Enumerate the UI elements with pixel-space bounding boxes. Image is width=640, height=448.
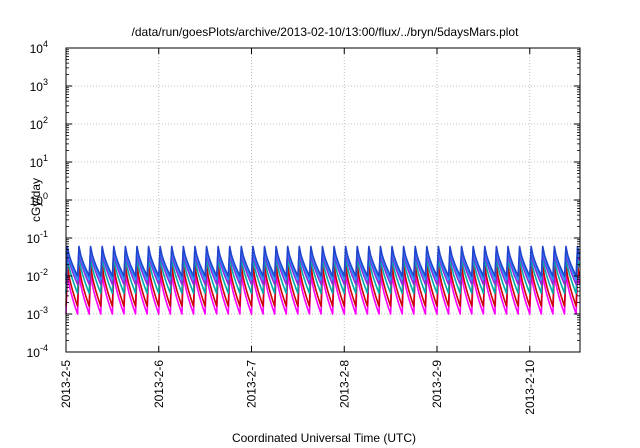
y-tick-exponent: 1 <box>43 153 48 163</box>
y-tick-label: 10-3 <box>27 305 48 322</box>
x-tick-label: 2013-2-10 <box>523 360 537 415</box>
series-line <box>65 245 581 277</box>
x-tick-label: 2013-2-5 <box>59 360 73 408</box>
y-tick-label: 103 <box>30 77 48 94</box>
y-tick-label: 102 <box>30 115 48 132</box>
x-tick-label: 2013-2-6 <box>152 360 166 408</box>
y-tick-base: 10 <box>27 308 41 322</box>
y-tick-exponent: -1 <box>40 229 48 239</box>
plot-frame <box>65 47 581 353</box>
y-tick-base: 10 <box>30 42 44 56</box>
y-tick-base: 10 <box>27 346 41 360</box>
y-tick-label: 104 <box>30 39 48 56</box>
ticks <box>65 47 580 353</box>
x-axis-label: Coordinated Universal Time (UTC) <box>232 431 416 445</box>
y-tick-base: 10 <box>30 80 44 94</box>
y-tick-exponent: -2 <box>40 267 48 277</box>
y-tick-label: 10-2 <box>27 267 48 284</box>
y-tick-exponent: 2 <box>43 115 48 125</box>
x-tick-label: 2013-2-8 <box>337 360 351 408</box>
y-tick-exponent: 3 <box>43 77 48 87</box>
y-tick-label: 10-4 <box>27 343 48 360</box>
y-tick-base: 10 <box>30 118 44 132</box>
x-tick-labels: 2013-2-5 2013-2-6 2013-2-7 2013-2-8 2013-2-9… <box>59 360 537 415</box>
series-group <box>65 245 581 315</box>
y-tick-exponent: 0 <box>43 191 48 201</box>
grid <box>66 48 580 352</box>
y-tick-label: 10-1 <box>27 229 48 246</box>
x-tick-label: 2013-2-9 <box>430 360 444 408</box>
y-tick-base: 10 <box>30 156 44 170</box>
chart-title: /data/run/goesPlots/archive/2013-02-10/1… <box>132 25 520 39</box>
y-axis-label: cGy/day <box>29 178 43 222</box>
y-tick-base: 10 <box>27 270 41 284</box>
y-tick-label: 101 <box>30 153 48 170</box>
y-tick-exponent: -4 <box>40 343 48 353</box>
y-tick-label: 100 <box>30 191 48 208</box>
y-tick-base: 10 <box>30 194 44 208</box>
y-tick-base: 10 <box>27 232 41 246</box>
y-tick-exponent: 4 <box>43 39 48 49</box>
y-tick-exponent: -3 <box>40 305 48 315</box>
x-tick-label: 2013-2-7 <box>245 360 259 408</box>
